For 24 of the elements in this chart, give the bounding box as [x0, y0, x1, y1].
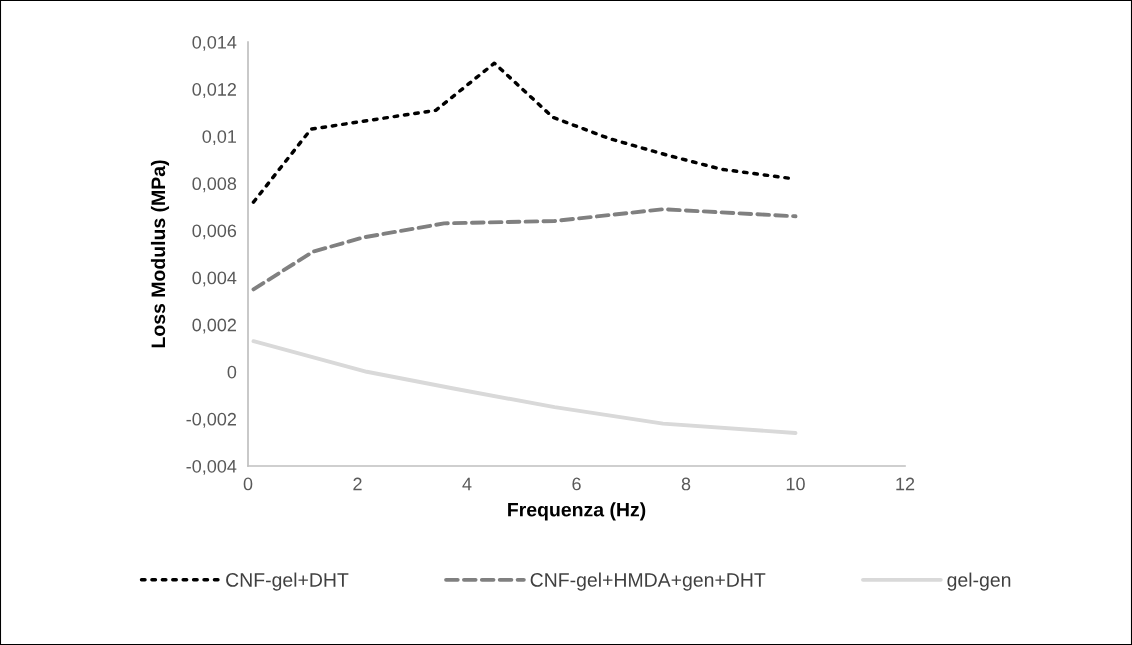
x-tick-label: 12	[896, 477, 915, 491]
y-tick-label: -0,004	[186, 459, 237, 475]
x-tick-label: 10	[786, 477, 805, 491]
x-tick-label: 2	[353, 477, 362, 491]
legend-label: gel-gen	[947, 572, 1011, 591]
legend-label: CNF-gel+HMDA+gen+DHT	[530, 572, 766, 591]
y-tick-label: 0,01	[202, 130, 237, 146]
y-tick-label: 0,008	[192, 177, 237, 193]
line-series	[251, 339, 798, 435]
x-tick-label: 8	[681, 477, 691, 491]
legend-label: CNF-gel+DHT	[226, 572, 349, 591]
y-tick-label: 0,006	[192, 224, 237, 240]
y-tick-label: 0,014	[192, 35, 237, 51]
y-axis-title: Loss Modulus (MPa)	[150, 160, 170, 348]
y-tick-label: 0	[227, 365, 237, 379]
x-tick-label: 6	[572, 477, 581, 491]
x-tick-label: 0	[243, 477, 253, 491]
y-tick-label: 0,004	[192, 271, 237, 287]
y-tick-label: -0,002	[186, 412, 236, 428]
x-axis-title: Frequenza (Hz)	[508, 502, 646, 521]
line-series	[251, 207, 798, 292]
y-tick-label: 0,002	[192, 318, 236, 334]
x-tick-label: 4	[462, 477, 472, 491]
y-tick-label: 0,012	[192, 83, 236, 98]
